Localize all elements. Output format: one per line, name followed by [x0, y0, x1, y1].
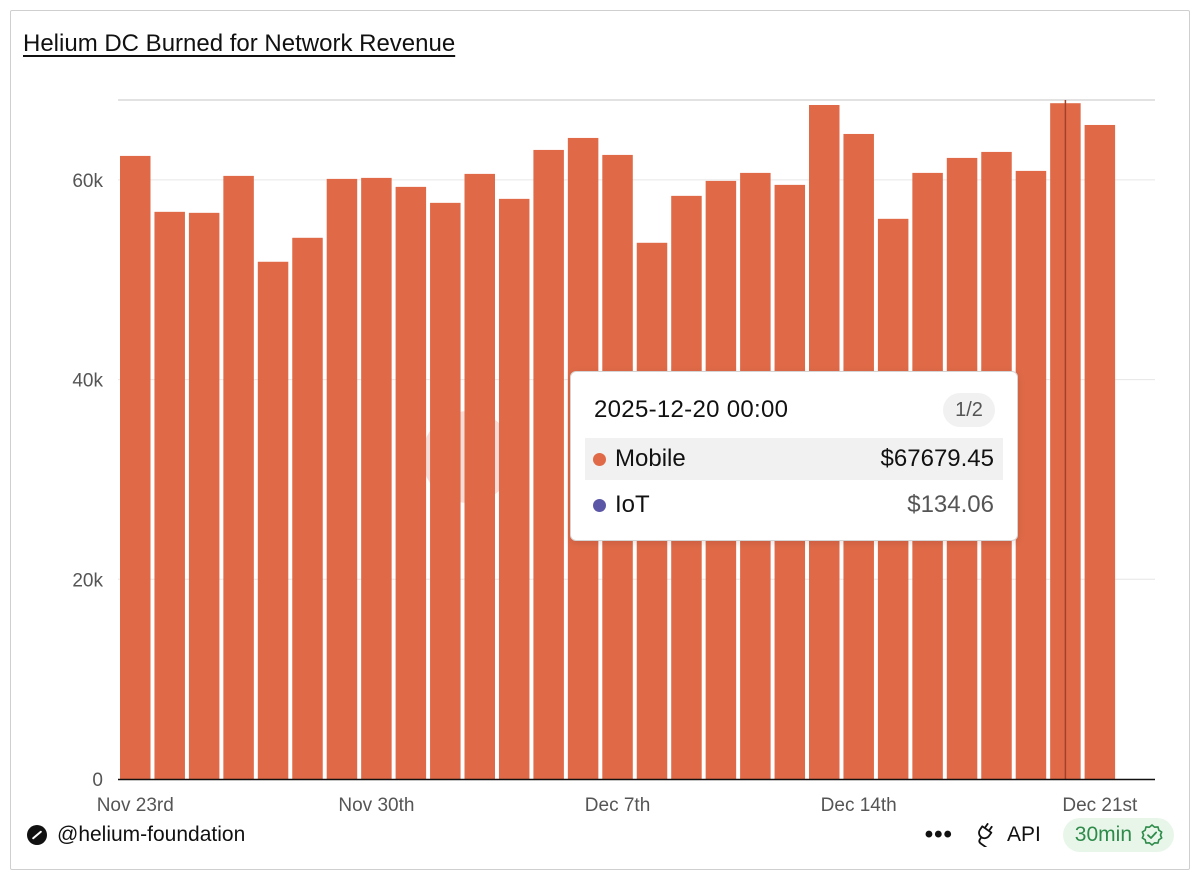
author-handle: @helium-foundation	[57, 823, 246, 846]
bar-2025-11-27	[257, 261, 289, 779]
bar-2025-12-03	[464, 173, 495, 779]
mobile-legend-dot	[593, 452, 606, 466]
bar-2025-11-26	[223, 175, 254, 779]
tooltip-row-iot: IoT $134.06	[585, 484, 1003, 526]
x-tick-label: Nov 23rd	[97, 795, 174, 816]
tooltip-series-name: IoT	[615, 491, 650, 518]
bar-2025-12-01	[395, 186, 427, 779]
helium-logo-icon	[27, 825, 47, 845]
bar-2025-12-05	[533, 149, 564, 780]
api-button[interactable]: API	[975, 823, 1041, 847]
y-tick-label: 40k	[72, 371, 103, 392]
refresh-interval-label: 30min	[1074, 823, 1132, 846]
chart-tooltip: 2025-12-20 00:00 1/2 Mobile $67679.45 Io…	[570, 371, 1018, 541]
bar-2025-11-30	[361, 177, 392, 779]
bar-2025-11-29	[326, 178, 358, 780]
api-label: API	[1006, 823, 1041, 846]
tooltip-series-name: Mobile	[615, 445, 686, 472]
x-tick-label: Dec 14th	[821, 795, 897, 816]
tooltip-series-value: $134.06	[907, 491, 994, 518]
bar-2025-11-25	[188, 212, 220, 780]
verified-check-icon	[1141, 824, 1163, 846]
bar-2025-12-02	[430, 202, 461, 780]
bar-2025-11-24	[154, 211, 185, 779]
plug-icon	[978, 823, 993, 847]
x-tick-label: Dec 7th	[585, 795, 650, 816]
tooltip-series-value: $67679.45	[880, 445, 994, 472]
tooltip-row-mobile: Mobile $67679.45	[585, 438, 1003, 480]
y-tick-label: 60k	[72, 171, 103, 192]
tooltip-date: 2025-12-20 00:00	[594, 396, 789, 423]
bar-2025-11-28	[292, 237, 323, 779]
tooltip-page-indicator[interactable]: 1/2	[943, 393, 995, 427]
chart-title[interactable]: Helium DC Burned for Network Revenue	[23, 30, 456, 57]
more-options-button[interactable]: •••	[924, 821, 953, 848]
footer-actions: ••• API 30min	[925, 818, 1174, 852]
x-tick-label: Dec 21st	[1062, 795, 1138, 816]
x-tick-label: Nov 30th	[338, 795, 414, 816]
author-link[interactable]: @helium-foundation	[27, 823, 245, 847]
bar-2025-12-19	[1015, 170, 1047, 780]
bar-2025-12-04	[498, 198, 530, 779]
iot-legend-dot	[593, 498, 606, 512]
bar-2025-11-23	[120, 155, 151, 779]
y-tick-label: 20k	[72, 570, 103, 591]
bar-2025-12-21	[1084, 124, 1116, 779]
refresh-interval-badge[interactable]: 30min	[1062, 818, 1174, 852]
y-tick-label: 0	[92, 770, 103, 791]
